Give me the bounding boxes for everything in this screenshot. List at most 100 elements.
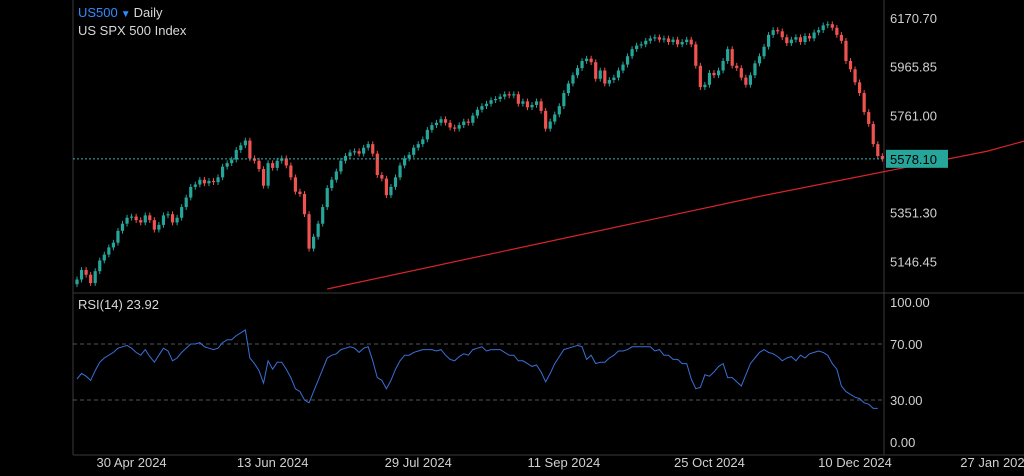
candle-body: [780, 31, 784, 38]
candle-body: [334, 171, 338, 180]
candle-body: [880, 156, 884, 159]
candle-body: [480, 106, 484, 110]
candle-body: [375, 153, 379, 175]
candle-body: [707, 72, 712, 85]
chevron-down-icon[interactable]: ▼: [120, 9, 131, 20]
candle-body: [525, 101, 530, 108]
candle-body: [753, 63, 757, 76]
candle-body: [475, 109, 479, 116]
date-tick-label: 10 Dec 2024: [818, 455, 892, 470]
candle-body: [639, 44, 643, 46]
candle-body: [416, 144, 420, 148]
candle-body: [366, 144, 370, 148]
candle-body: [98, 260, 102, 272]
candle-body: [221, 166, 225, 178]
rsi-label: RSI(14): [78, 297, 123, 312]
candle-body: [89, 274, 93, 284]
current-price-text: 5578.10: [890, 152, 937, 167]
candle-body: [767, 34, 771, 47]
candle-body: [398, 165, 402, 178]
candle-body: [357, 151, 361, 154]
candle-body: [748, 75, 752, 85]
candle-body: [139, 220, 143, 223]
candle-body: [580, 61, 584, 69]
candle-body: [757, 56, 762, 64]
candle-body: [798, 37, 803, 42]
candle-body: [184, 197, 188, 208]
candle-body: [471, 115, 475, 123]
candle-body: [512, 94, 516, 96]
candle-body: [284, 158, 288, 166]
candle-body: [152, 220, 156, 230]
current-price-badge: [886, 149, 948, 168]
candle-body: [225, 163, 229, 167]
candle-body: [807, 36, 812, 39]
candle-body: [539, 101, 543, 111]
candle-body: [352, 151, 357, 153]
frame-layer: [72, 0, 1024, 456]
price-tick-label: 5351.30: [890, 206, 937, 221]
candle-body: [557, 106, 561, 115]
candle-body: [762, 46, 766, 57]
candle-body: [771, 30, 775, 35]
candle-body: [430, 125, 434, 130]
candle-body: [571, 75, 575, 84]
date-tick-label: 27 Jan 2025: [960, 455, 1024, 470]
candle-body: [239, 145, 243, 151]
candle-body: [739, 68, 743, 78]
candle-body: [635, 45, 639, 50]
candle-body: [671, 39, 675, 42]
candle-body: [371, 144, 375, 154]
candle-body: [566, 83, 570, 94]
candle-body: [858, 82, 862, 94]
candle-body: [439, 119, 443, 123]
candle-body: [380, 175, 384, 179]
candle-body: [403, 158, 407, 166]
candle-body: [166, 214, 170, 216]
candle-body: [644, 40, 648, 45]
candle-body: [776, 30, 780, 32]
date-tick-label: 11 Sep 2024: [527, 455, 600, 470]
instrument-name: US SPX 500 Index: [78, 23, 187, 38]
candle-body: [794, 37, 798, 40]
candle-body: [848, 61, 853, 70]
candle-body: [503, 94, 507, 97]
candle-body: [603, 70, 607, 84]
candle-body: [189, 186, 193, 198]
candle-body: [589, 58, 593, 63]
candle-body: [726, 49, 730, 61]
candle-body: [703, 84, 707, 88]
candle-body: [348, 152, 352, 156]
candle-body: [157, 224, 161, 230]
rsi-tick-label: 0.00: [890, 435, 915, 450]
candle-body: [598, 70, 602, 79]
candle-body: [712, 72, 716, 76]
axis-layer: 6170.70 5965.85 5761.00 5351.30 5146.45 100.0…: [97, 11, 1024, 470]
candle-body: [621, 64, 625, 71]
candle-body: [339, 160, 343, 172]
candle-body: [716, 70, 721, 76]
price-tick-label: 5965.85: [890, 60, 937, 75]
candle-body: [685, 39, 689, 42]
candle-body: [211, 180, 216, 183]
candle-body: [421, 139, 425, 145]
candle-layer: [75, 21, 884, 288]
candle-body: [785, 37, 789, 44]
candle-body: [198, 179, 202, 185]
rsi-value: 23.92: [126, 297, 159, 312]
candle-body: [648, 38, 652, 41]
candle-body: [425, 129, 429, 140]
interval-label[interactable]: Daily: [133, 5, 163, 20]
candle-body: [507, 94, 511, 96]
candle-body: [657, 37, 661, 40]
candle-body: [653, 37, 657, 39]
date-tick-label: 25 Oct 2024: [674, 455, 745, 470]
symbol-label[interactable]: US500: [78, 5, 118, 20]
candle-body: [261, 169, 266, 186]
candle-body: [721, 61, 725, 71]
candle-body: [484, 103, 489, 107]
candle-body: [448, 122, 452, 128]
candle-body: [389, 186, 393, 196]
price-tick-label: 5761.00: [890, 108, 937, 123]
